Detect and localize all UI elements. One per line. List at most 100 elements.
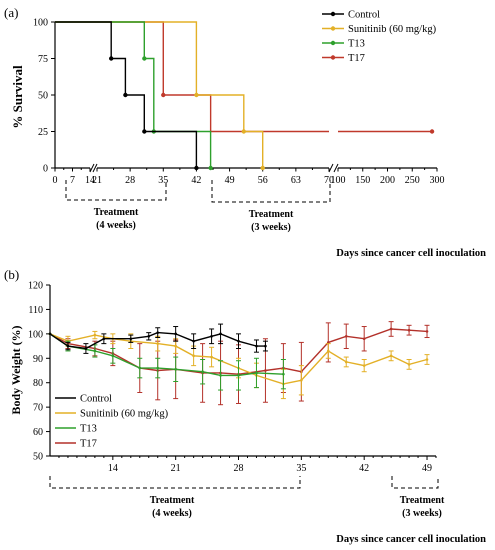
- panel-a-data-point: [142, 56, 147, 61]
- panel-a-x-tick-label: 28: [125, 175, 135, 186]
- panel-b-legend-label: Control: [80, 394, 112, 405]
- panel-b-data-point: [156, 342, 160, 345]
- panel-a-legend-marker: [330, 11, 336, 17]
- panel-a-series: [55, 21, 435, 171]
- panel-a-legend: Control Sunitinib (60 mg/kg) T13 T17: [322, 10, 437, 64]
- panel-a-y-tick-label: 25: [38, 127, 48, 138]
- panel-b-data-point: [156, 366, 160, 370]
- panel-b-x-tick-label: 35: [296, 463, 306, 474]
- panel-b-data-point: [237, 339, 240, 343]
- panel-b-data-point: [174, 344, 177, 348]
- panel-b-y-tick-label: 50: [33, 452, 43, 463]
- panel-a-x-tick-label: 70: [324, 175, 334, 186]
- panel-b-data-point: [192, 354, 195, 358]
- panel-b-treatment-2-duration: (3 weeks): [402, 508, 442, 519]
- panel-a-data-point: [142, 129, 147, 134]
- panel-a-legend-marker: [330, 40, 336, 46]
- panel-a-y-tick-label: 50: [38, 91, 48, 102]
- panel-b-data-point: [282, 372, 285, 376]
- panel-a-axis-break-mark: [92, 163, 98, 173]
- panel-b-data-point: [138, 366, 142, 370]
- panel-a-axis-break-mark: [333, 163, 339, 173]
- panel-b-legend-label: T17: [80, 439, 97, 450]
- panel-b-data-point: [326, 349, 330, 353]
- panel-a-treatment-2-duration: (3 weeks): [251, 222, 291, 233]
- panel-b-data-point: [156, 331, 160, 334]
- panel-b-legend-label: T13: [80, 424, 97, 435]
- panel-a-data-point: [194, 165, 199, 171]
- panel-a-data-point: [161, 92, 166, 98]
- panel-b-treatment-1-title: Treatment: [150, 495, 195, 506]
- panel-b-axes: 50 60 70 80 90 100 110 120 14 21 28 35 42 49: [28, 281, 437, 474]
- panel-a-data-point: [109, 56, 114, 61]
- panel-a-series-line: [55, 21, 212, 168]
- panel-a-y-tick-label: 100: [33, 18, 48, 29]
- panel-b-data-point: [255, 344, 258, 348]
- panel-b-x-tick-label: 21: [171, 463, 181, 474]
- panel-b-x-tick-label: 42: [359, 463, 369, 474]
- panel-a-treatment-1-duration: (4 weeks): [96, 220, 136, 231]
- panel-b-legend: Control Sunitinib (60 mg/kg) T13 T17: [55, 394, 169, 450]
- panel-a-x-tick-label: 21: [92, 175, 102, 186]
- panel-b-data-point: [111, 354, 115, 358]
- panel-b-data-point: [93, 333, 97, 337]
- panel-b-y-tick-label: 110: [28, 305, 43, 316]
- panel-a-treatment-bracket-2: [211, 180, 331, 203]
- panel-a-x-tick-label: 300: [430, 175, 445, 186]
- panel-b-data-point: [210, 335, 213, 338]
- panel-b-data-point: [425, 330, 429, 333]
- panel-b-data-point: [48, 332, 52, 336]
- panel-a-x-axis-title: Days since cancer cell inoculation: [336, 248, 486, 259]
- panel-b-data-point: [407, 328, 411, 332]
- panel-b-data-point: [255, 371, 258, 375]
- panel-a-x-tick-label: 42: [191, 175, 201, 186]
- panel-a-x-tick-label: 200: [380, 175, 395, 186]
- panel-b-data-point: [102, 337, 106, 341]
- panel-b-data-point: [326, 341, 330, 344]
- panel-b-data-point: [201, 370, 204, 374]
- panel-a-x-tick-label: 56: [258, 175, 268, 186]
- panel-a-legend-label: Sunitinib (60 mg/kg): [348, 24, 437, 35]
- panel-a-x-tick-label: 100: [331, 175, 346, 186]
- panel-b-data-point: [407, 363, 411, 366]
- panel-a-data-point: [194, 92, 199, 98]
- panel-a-data-point: [429, 129, 435, 134]
- panel-b-y-tick-label: 100: [28, 329, 43, 340]
- panel-b-data-point: [344, 360, 348, 364]
- panel-a-legend-label: T13: [348, 39, 365, 50]
- panel-b-data-point: [264, 344, 267, 348]
- panel-b-x-tick-label: 28: [234, 463, 244, 474]
- panel-b-y-tick-label: 80: [33, 378, 43, 389]
- panel-b-treatment-1-duration: (4 weeks): [152, 508, 192, 519]
- panel-a-x-tick-label: 63: [291, 175, 301, 186]
- panel-b-x-tick-label: 14: [108, 463, 118, 474]
- panel-b-series-line: [49, 331, 266, 350]
- panel-b-label: (b): [4, 267, 19, 282]
- panel-a-series-line-t17: [55, 21, 329, 133]
- panel-a-legend-label: Control: [348, 10, 380, 21]
- panel-b-data-point: [219, 374, 222, 377]
- panel-a-data-point: [241, 129, 246, 134]
- panel-b-data-point: [84, 347, 88, 350]
- panel-b-data-point: [389, 354, 393, 358]
- panel-b-legend-label: Sunitinib (60 mg/kg): [80, 409, 169, 420]
- panel-a-data-point: [123, 92, 128, 98]
- panel-b-treatment-2-title: Treatment: [400, 495, 445, 506]
- panel-b-treatment-bracket-1: [49, 476, 301, 489]
- panel-a-data-point: [208, 165, 213, 171]
- panel-b-data-point: [210, 355, 213, 359]
- panel-b-data-point: [192, 339, 195, 343]
- panel-b-series-line: [49, 333, 284, 377]
- panel-b-data-point: [300, 378, 303, 382]
- panel-b-data-point: [174, 332, 177, 336]
- panel-a-x-tick-label: 150: [355, 175, 370, 186]
- panel-b-data-point: [362, 337, 366, 341]
- panel-b-y-tick-label: 120: [28, 281, 43, 292]
- panel-b-data-point: [66, 344, 70, 348]
- panel-a-x-tick-label: 0: [53, 175, 58, 186]
- panel-b-y-tick-label: 90: [33, 354, 43, 365]
- panel-b-y-tick-label: 60: [33, 427, 43, 438]
- panel-b-data-point: [174, 367, 177, 371]
- panel-b-data-point: [237, 374, 240, 377]
